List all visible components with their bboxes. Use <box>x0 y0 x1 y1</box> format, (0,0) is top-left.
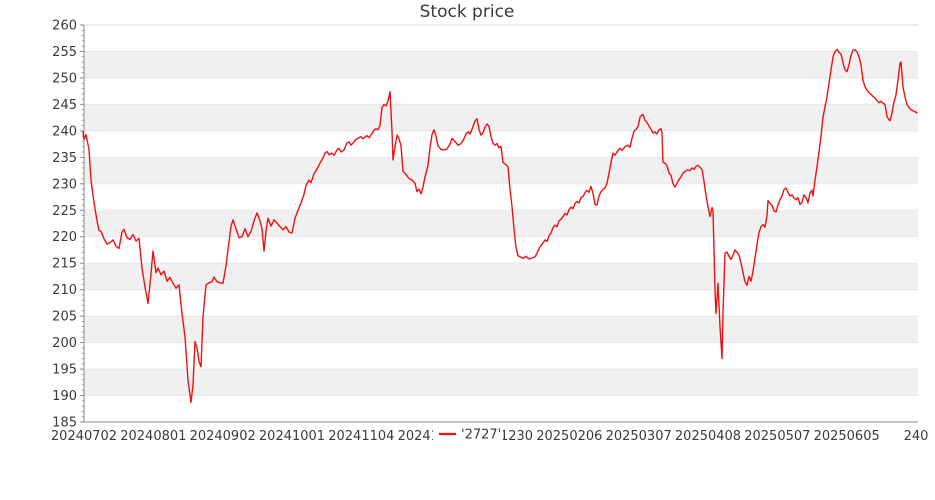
x-tick-label: 20250605 <box>814 429 880 444</box>
y-tick-label: 215 <box>52 257 77 272</box>
x-tick-label: 20240902 <box>190 429 256 444</box>
y-tick-label: 190 <box>52 389 77 404</box>
x-tick-label: 20240801 <box>120 429 186 444</box>
y-tick-label: 240 <box>52 124 77 139</box>
plot-band <box>84 316 918 343</box>
legend-series-label: '2727' <box>461 428 501 443</box>
y-tick-label: 245 <box>52 98 77 113</box>
plot-band <box>84 210 918 237</box>
y-tick-label: 220 <box>52 230 77 245</box>
plot-band <box>84 104 918 131</box>
x-tick-label: 20250206 <box>536 429 602 444</box>
y-tick-label: 210 <box>52 283 77 298</box>
y-tick-label: 195 <box>52 363 77 378</box>
legend: '2727' <box>433 423 503 445</box>
y-tick-label: 200 <box>52 336 77 351</box>
plot-band <box>84 369 918 396</box>
chart-title: Stock price <box>420 2 515 22</box>
x-tick-label: 20240702 <box>51 429 117 444</box>
x-tick-label: 20241104 <box>328 429 394 444</box>
x-tick-label: 20241001 <box>259 429 325 444</box>
price-line-series <box>82 48 918 404</box>
x-tick-label: 240 <box>904 429 929 444</box>
legend-background <box>433 423 503 445</box>
y-tick-label: 235 <box>52 151 77 166</box>
y-tick-label: 260 <box>52 19 77 34</box>
x-tick-label: 20250307 <box>606 429 672 444</box>
y-tick-label: 225 <box>52 204 77 219</box>
y-tick-label: 230 <box>52 177 77 192</box>
y-tick-label: 205 <box>52 310 77 325</box>
plot-band <box>84 263 918 290</box>
plot-band <box>84 157 918 184</box>
y-tick-label: 185 <box>52 416 77 431</box>
plot-band <box>84 51 918 78</box>
y-tick-label: 250 <box>52 71 77 86</box>
x-tick-label: 20250408 <box>675 429 741 444</box>
y-tick-label: 255 <box>52 45 77 60</box>
x-tick-label: 20250507 <box>744 429 810 444</box>
